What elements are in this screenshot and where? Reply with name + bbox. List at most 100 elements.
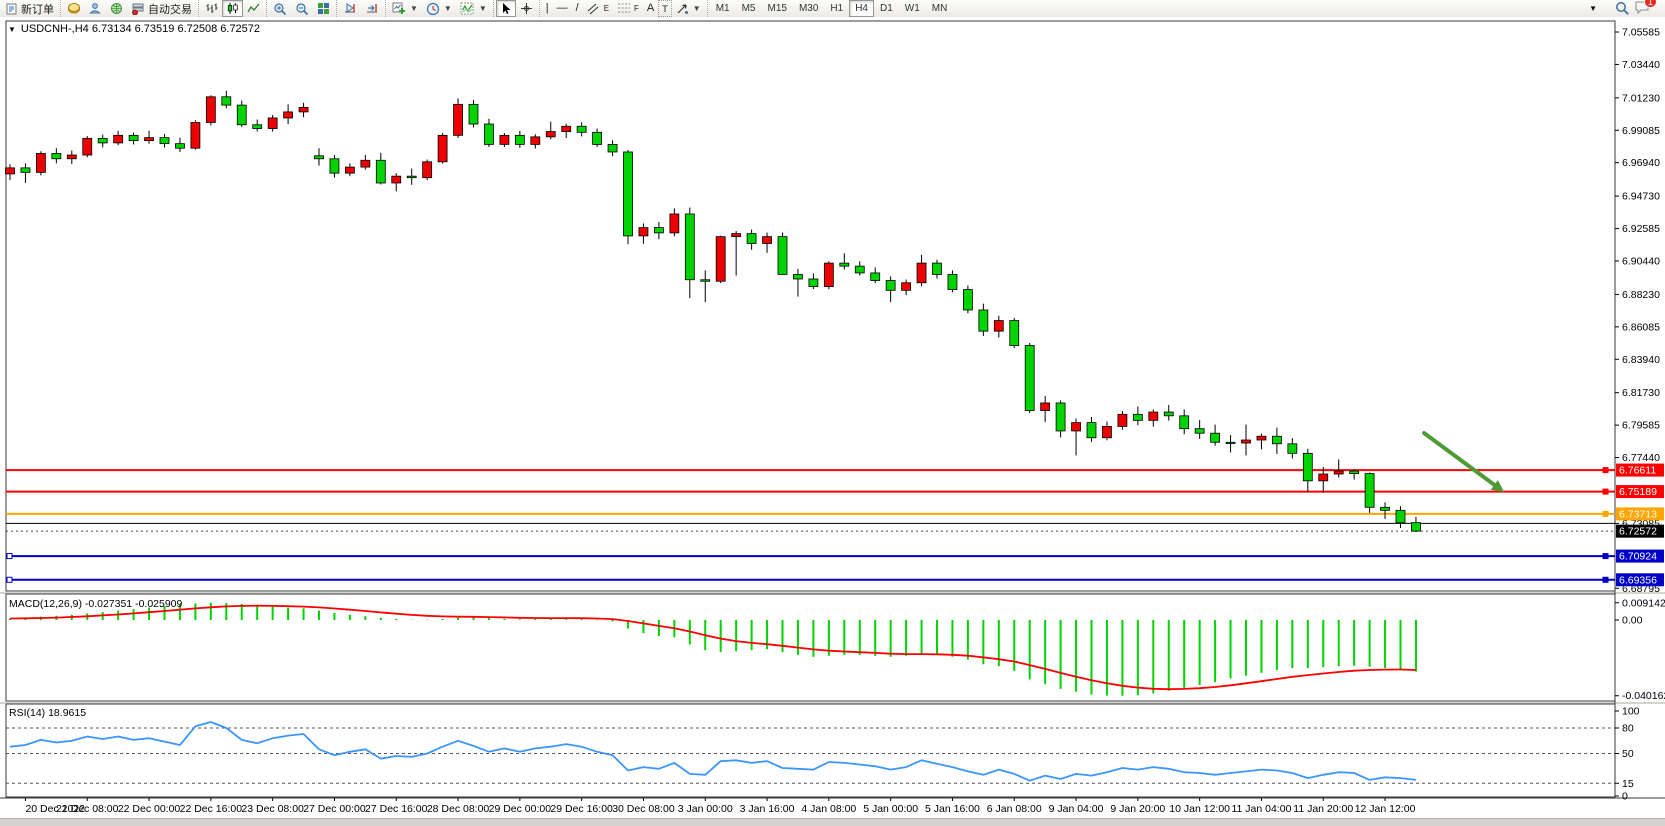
- line-chart-icon: [247, 3, 260, 13]
- crosshair-button[interactable]: [516, 0, 537, 17]
- svg-text:6.94730: 6.94730: [1622, 191, 1660, 203]
- hline-glyph: —: [556, 2, 568, 14]
- svg-text:20 Dec 2022: 20 Dec 2022: [25, 803, 85, 815]
- label-tool[interactable]: T: [658, 0, 672, 17]
- candlestick-icon: [227, 3, 238, 14]
- svg-text:0: 0: [1622, 791, 1628, 803]
- autoscroll-button[interactable]: [339, 0, 361, 17]
- chart-type-group: [198, 0, 266, 17]
- svg-text:6.88230: 6.88230: [1622, 289, 1660, 301]
- service-group: 自动交易: [60, 0, 198, 17]
- svg-text:3 Jan 16:00: 3 Jan 16:00: [740, 803, 795, 815]
- timeframe-m1-button[interactable]: M1: [715, 3, 730, 14]
- line-chart-mode-button[interactable]: [243, 0, 264, 17]
- svg-text:7.05585: 7.05585: [1622, 27, 1660, 39]
- timeframe-mn-button[interactable]: MN: [931, 3, 948, 14]
- timeframe-h4-button[interactable]: H4: [849, 0, 874, 17]
- svg-text:6.92585: 6.92585: [1622, 223, 1660, 235]
- text-tool[interactable]: A: [643, 0, 658, 17]
- timeframe-h1-button[interactable]: H1: [830, 3, 844, 14]
- zoom-in-button[interactable]: [269, 0, 291, 17]
- svg-text:23 Dec 08:00: 23 Dec 08:00: [241, 803, 304, 815]
- new-chart-dropdown[interactable]: ▼: [388, 0, 422, 17]
- globe-signal-icon: [111, 3, 122, 14]
- new-order-icon: [6, 3, 17, 14]
- zoom-in-icon: [274, 2, 287, 15]
- fibonacci-tool[interactable]: F: [613, 0, 643, 17]
- svg-text:6.86085: 6.86085: [1622, 321, 1660, 333]
- chart-window: 7.05585 7.03440 7.01230 6.99085 6.96940 6.947…: [0, 17, 1665, 820]
- timeframe-m15-button[interactable]: M15: [767, 3, 787, 14]
- svg-text:7.03440: 7.03440: [1622, 59, 1660, 71]
- horizontal-line-tool[interactable]: —: [553, 0, 572, 17]
- svg-text:100: 100: [1622, 706, 1640, 718]
- svg-text:6.90440: 6.90440: [1622, 255, 1660, 267]
- svg-text:0.009142: 0.009142: [1622, 597, 1665, 609]
- autoscroll-icon: [345, 3, 355, 13]
- timeframe-m5-button[interactable]: M5: [741, 3, 756, 14]
- svg-text:80: 80: [1622, 723, 1634, 735]
- drawing-group: | — / E F A T ▼: [538, 0, 707, 17]
- community-button[interactable]: [106, 0, 127, 17]
- fibonacci-letter: F: [634, 4, 639, 13]
- chart-canvas[interactable]: 7.05585 7.03440 7.01230 6.99085 6.96940 6.947…: [0, 17, 1665, 820]
- indicators-dropdown[interactable]: ▼: [456, 0, 491, 17]
- dropdown-group: ▼ ▼ ▼: [385, 0, 493, 17]
- status-strip: [0, 818, 1665, 826]
- new-chart-icon: [392, 2, 405, 14]
- timeframes-dropdown[interactable]: ▼: [422, 0, 456, 17]
- svg-text:15: 15: [1622, 778, 1634, 790]
- autotrading-button[interactable]: 自动交易: [127, 0, 196, 17]
- timeframe-w1-button[interactable]: W1: [904, 3, 920, 14]
- svg-text:4 Jan 08:00: 4 Jan 08:00: [801, 803, 856, 815]
- svg-text:27 Dec 00:00: 27 Dec 00:00: [303, 803, 366, 815]
- svg-text:3 Jan 00:00: 3 Jan 00:00: [678, 803, 733, 815]
- tile-windows-icon: [318, 3, 329, 14]
- chart-shift-button[interactable]: [361, 0, 383, 17]
- arrows-tool-icon: [677, 4, 688, 14]
- svg-text:5 Jan 00:00: 5 Jan 00:00: [863, 803, 918, 815]
- svg-text:6.69356: 6.69356: [1619, 574, 1657, 586]
- search-button[interactable]: [1611, 0, 1634, 17]
- deposit-button[interactable]: [63, 0, 85, 17]
- channel-tool[interactable]: E: [583, 0, 613, 17]
- gold-coin-icon: [68, 3, 80, 14]
- notification-badge: 1: [1643, 0, 1657, 8]
- toolbar-overflow-arrow[interactable]: ▼: [1589, 4, 1597, 13]
- tile-windows-button[interactable]: [313, 0, 334, 17]
- open-account-button[interactable]: [85, 0, 106, 17]
- chart-shift-icon: [367, 4, 377, 13]
- svg-text:27 Dec 16:00: 27 Dec 16:00: [365, 803, 428, 815]
- svg-text:12 Jan 12:00: 12 Jan 12:00: [1355, 803, 1416, 815]
- timeframe-m30-button[interactable]: M30: [798, 3, 819, 14]
- zoom-group: [266, 0, 336, 17]
- indicators-icon: [460, 2, 474, 15]
- timeframe-d1-button[interactable]: D1: [880, 3, 893, 14]
- svg-text:7.01230: 7.01230: [1622, 92, 1660, 104]
- new-chart-caret: ▼: [410, 4, 418, 13]
- notifications-button[interactable]: 1: [1634, 0, 1657, 18]
- person-icon: [89, 3, 101, 14]
- trendline-tool[interactable]: /: [572, 0, 583, 17]
- timeframe-group: M1 M5 M15 M30 H1 H4 D1 W1 MN: [706, 0, 956, 17]
- timeframes-caret: ▼: [443, 4, 452, 13]
- candlestick-mode-button[interactable]: [222, 0, 243, 17]
- svg-text:5 Jan 16:00: 5 Jan 16:00: [925, 803, 980, 815]
- bar-chart-mode-button[interactable]: [201, 0, 222, 17]
- svg-text:6.96940: 6.96940: [1622, 157, 1660, 169]
- annotation-arrow[interactable]: [1422, 431, 1504, 492]
- svg-text:6 Jan 08:00: 6 Jan 08:00: [987, 803, 1042, 815]
- cursor-arrow-icon: [502, 3, 511, 14]
- svg-text:6.79585: 6.79585: [1622, 420, 1660, 432]
- arrows-tool-dropdown[interactable]: ▼: [672, 0, 705, 17]
- cursor-button[interactable]: [495, 0, 516, 17]
- channel-letter: E: [603, 4, 610, 13]
- zoom-out-button[interactable]: [291, 0, 313, 17]
- arrows-tool-caret: ▼: [692, 4, 701, 13]
- svg-text:22 Dec 00:00: 22 Dec 00:00: [118, 803, 181, 815]
- new-order-button[interactable]: 新订单: [2, 0, 58, 17]
- fibonacci-icon: [618, 3, 631, 13]
- vertical-line-tool[interactable]: |: [542, 0, 553, 17]
- svg-text:11 Jan 20:00: 11 Jan 20:00: [1293, 803, 1353, 815]
- new-order-label: 新订单: [21, 3, 54, 16]
